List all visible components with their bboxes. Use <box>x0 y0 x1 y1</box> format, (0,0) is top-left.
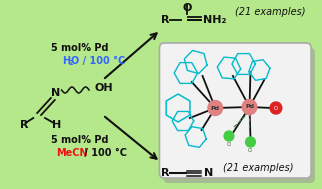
FancyBboxPatch shape <box>159 43 311 178</box>
Text: (21 examples): (21 examples) <box>223 163 294 173</box>
Text: R: R <box>20 120 29 130</box>
Text: O: O <box>182 3 192 13</box>
Text: 5 mol% Pd: 5 mol% Pd <box>52 135 109 145</box>
Text: MeCN: MeCN <box>56 148 87 158</box>
Text: H: H <box>62 56 70 66</box>
Circle shape <box>270 102 282 114</box>
Text: Cl: Cl <box>227 142 231 146</box>
Text: H: H <box>52 120 62 130</box>
Text: OH: OH <box>95 83 114 93</box>
Circle shape <box>242 99 257 115</box>
Text: N: N <box>204 168 213 178</box>
Text: (21 examples): (21 examples) <box>235 7 305 17</box>
Text: Pd: Pd <box>245 105 254 109</box>
Circle shape <box>208 101 223 115</box>
Circle shape <box>246 137 255 147</box>
Text: R: R <box>161 15 169 25</box>
Text: O: O <box>274 105 278 111</box>
Text: / 100 °C: / 100 °C <box>81 148 127 158</box>
Text: 2: 2 <box>69 60 73 66</box>
Text: O / 100 °C: O / 100 °C <box>71 56 126 66</box>
Text: NH₂: NH₂ <box>203 15 226 25</box>
FancyBboxPatch shape <box>163 48 315 183</box>
Circle shape <box>224 131 234 141</box>
Text: R: R <box>161 168 169 178</box>
Text: Pd: Pd <box>211 105 220 111</box>
Text: 5 mol% Pd: 5 mol% Pd <box>52 43 109 53</box>
Text: Cl: Cl <box>248 147 253 153</box>
Text: N: N <box>51 88 61 98</box>
